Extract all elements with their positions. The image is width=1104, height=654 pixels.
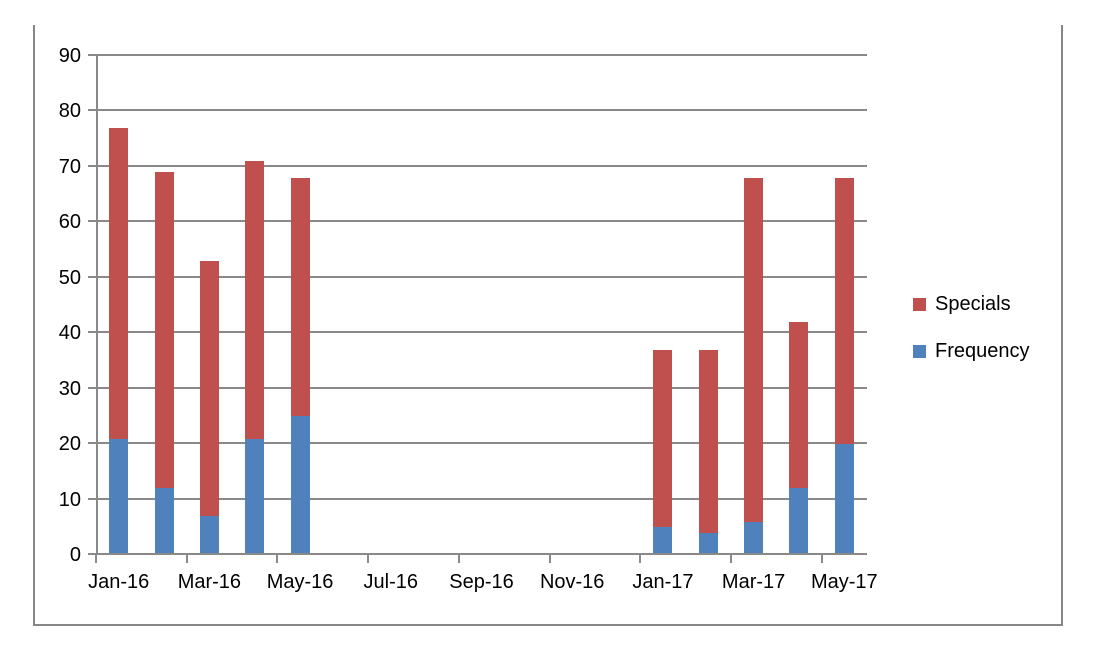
legend-label: Frequency — [935, 340, 1030, 362]
bar-segment-specials — [154, 172, 174, 489]
bar-segment-frequency — [199, 516, 219, 555]
y-axis-tick — [88, 386, 96, 389]
bar-segment-frequency — [834, 444, 854, 555]
bar-segment-specials — [245, 161, 265, 439]
bar-segment-specials — [199, 261, 219, 517]
bar-segment-specials — [744, 177, 764, 522]
y-tick-label: 50 — [58, 266, 81, 289]
bar-segment-frequency — [109, 438, 129, 555]
x-axis-line — [96, 553, 867, 555]
gridline — [96, 109, 867, 112]
bar-segment-specials — [653, 349, 673, 528]
y-tick-label: 90 — [58, 45, 81, 67]
bar-segment-specials — [834, 177, 854, 445]
legend-item-frequency: Frequency — [913, 341, 1030, 361]
x-axis-tick — [548, 555, 551, 563]
y-axis-tick — [88, 497, 96, 500]
y-axis-tick — [88, 220, 96, 223]
y-tick-label: 10 — [58, 488, 81, 511]
x-tick-label: May-16 — [266, 571, 334, 593]
x-tick-label: Jan-16 — [88, 571, 150, 593]
bar-segment-frequency — [744, 521, 764, 555]
y-tick-label: 60 — [58, 211, 81, 234]
x-tick-label: Sep-16 — [449, 571, 514, 593]
legend-swatch-specials — [913, 297, 926, 311]
x-axis-tick — [457, 555, 460, 563]
x-tick-label: May-17 — [810, 571, 878, 593]
gridline — [96, 164, 867, 167]
y-axis-tick — [88, 275, 96, 278]
bar-segment-specials — [789, 322, 809, 489]
y-axis-tick — [88, 442, 96, 445]
bar-segment-frequency — [154, 488, 174, 555]
gridline — [96, 220, 867, 223]
gridline — [96, 54, 867, 56]
legend-swatch-frequency — [913, 344, 926, 358]
gridline — [96, 275, 867, 278]
x-tick-label: Mar-16 — [177, 571, 242, 593]
x-tick-label: Mar-17 — [721, 571, 786, 593]
x-axis-tick — [729, 555, 732, 563]
x-axis-tick — [276, 555, 279, 563]
x-tick-label: Jan-17 — [632, 571, 694, 593]
y-axis-line — [96, 56, 98, 555]
bar-segment-specials — [109, 128, 129, 439]
y-tick-label: 0 — [69, 544, 81, 566]
bar-segment-specials — [290, 177, 310, 417]
y-axis-tick — [88, 109, 96, 112]
bar-segment-frequency — [290, 416, 310, 555]
y-tick-label: 70 — [58, 155, 81, 178]
x-axis-tick — [95, 555, 97, 563]
legend-item-specials: Specials — [913, 294, 1011, 314]
chart-frame: 0 10 20 30 40 50 60 70 80 90 Jan-16 Mar-16 May-16 Jul… — [33, 25, 1063, 626]
y-tick-label: 40 — [58, 322, 81, 345]
y-axis-tick — [88, 553, 96, 555]
y-axis-tick — [88, 164, 96, 167]
x-axis-tick — [820, 555, 823, 563]
gridline — [96, 386, 867, 389]
y-tick-label: 80 — [58, 100, 81, 123]
y-tick-label: 20 — [58, 433, 81, 456]
y-tick-label: 30 — [58, 377, 81, 400]
y-axis-tick — [88, 331, 96, 334]
x-axis-tick — [367, 555, 370, 563]
x-tick-label: Nov-16 — [539, 571, 605, 593]
bar-segment-specials — [698, 349, 718, 533]
x-tick-label: Jul-16 — [363, 571, 419, 593]
bar-segment-frequency — [789, 488, 809, 555]
y-axis-tick — [88, 54, 96, 56]
bar-segment-frequency — [653, 527, 673, 555]
bar-segment-frequency — [698, 532, 718, 555]
x-axis-tick — [185, 555, 188, 563]
x-axis-tick — [639, 555, 642, 563]
gridline — [96, 497, 867, 500]
legend-label: Specials — [935, 293, 1011, 315]
gridline — [96, 331, 867, 334]
bar-segment-frequency — [245, 438, 265, 555]
gridline — [96, 442, 867, 445]
